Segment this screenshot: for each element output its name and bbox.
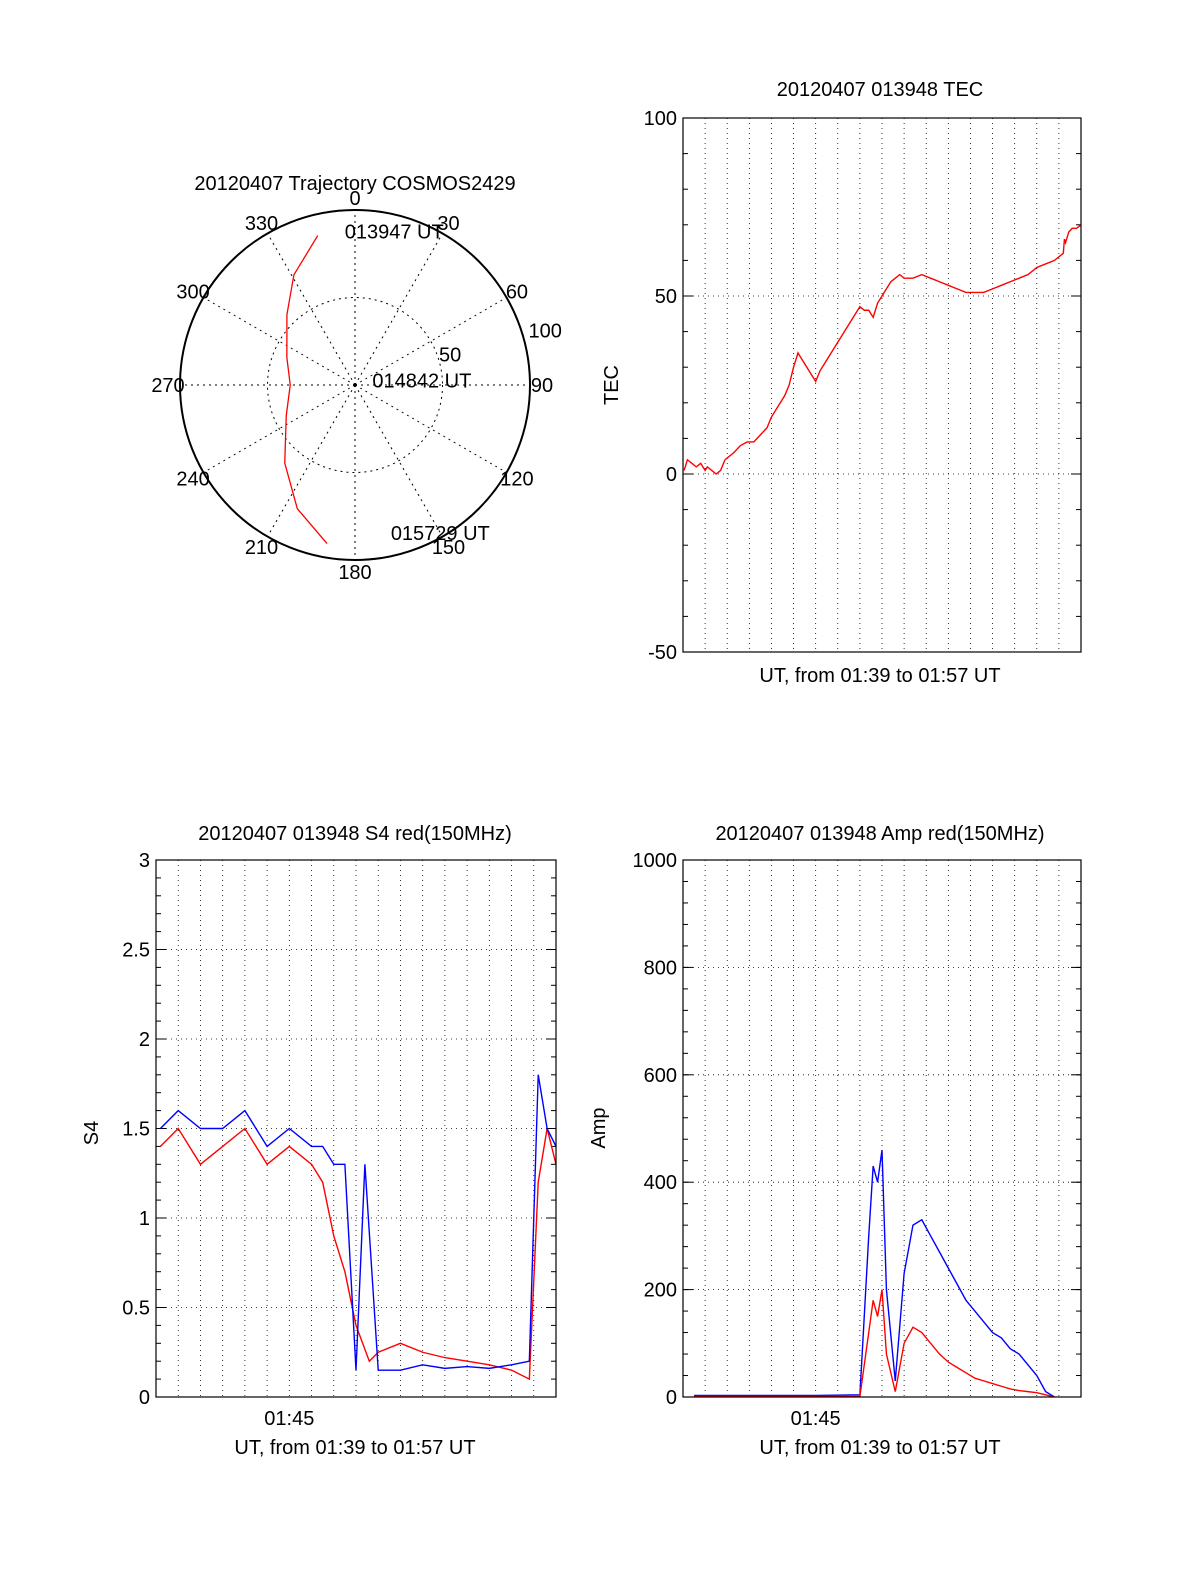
polar-radial-tick-label: 50 (439, 344, 461, 366)
amp-ytick-label: 800 (644, 957, 677, 979)
trajectory-time-label: 014842 UT (372, 370, 471, 392)
amp-ylabel: Amp (588, 1107, 610, 1148)
s4-ytick-label: 0 (139, 1387, 150, 1409)
polar-spoke (267, 384, 356, 537)
polar-inner-circle (267, 297, 443, 473)
trajectory-line (284, 235, 328, 544)
tec-title: 20120407 013948 TEC (777, 79, 983, 101)
polar-azimuth-tick-label: 90 (531, 375, 553, 397)
tec-xlabel: UT, from 01:39 to 01:57 UT (759, 665, 1000, 687)
polar-azimuth-tick-label: 270 (151, 375, 184, 397)
polar-azimuth-tick-label: 0 (349, 188, 360, 210)
trajectory-polar-chart: 20120407 Trajectory COSMOS2429 0 30 60 90 12… (151, 173, 562, 584)
s4-ytick-label: 1 (139, 1208, 150, 1230)
polar-azimuth-tick-label: 300 (176, 282, 209, 304)
s4-frame (155, 859, 557, 1398)
amp-frame (682, 859, 1082, 1398)
amp-ytick-label: 0 (666, 1387, 677, 1409)
polar-azimuth-tick-label: 30 (437, 213, 459, 235)
tec-ylabel: TEC (601, 365, 623, 405)
amp-ytick-label: 400 (644, 1172, 677, 1194)
amp-ytick-label: 1000 (633, 850, 678, 872)
s4-ytick-label: 0.5 (122, 1298, 150, 1320)
amp-series-line (694, 1289, 1055, 1398)
amp-series-line (694, 1149, 1055, 1398)
amp-ytick-label: 600 (644, 1065, 677, 1087)
polar-spoke (267, 233, 356, 386)
amp-title: 20120407 013948 Amp red(150MHz) (715, 823, 1044, 845)
tec-ytick-label: 50 (655, 286, 677, 308)
trajectory-time-label: 013947 UT (345, 221, 444, 243)
polar-spoke (354, 297, 507, 386)
amp-ytick-label: 200 (644, 1280, 677, 1302)
polar-spoke (354, 384, 443, 537)
tec-line-chart: 20120407 013948 TEC UT, from 01:39 to 01… (601, 79, 1082, 687)
polar-spoke (354, 233, 443, 386)
polar-radial-tick-label: 100 (528, 321, 561, 343)
s4-ytick-label: 1.5 (122, 1119, 150, 1141)
s4-line-chart: 20120407 013948 S4 red(150MHz) UT, from … (81, 823, 557, 1459)
tec-ytick-label: 0 (666, 464, 677, 486)
polar-azimuth-tick-label: 210 (245, 537, 278, 559)
polar-title: 20120407 Trajectory COSMOS2429 (194, 173, 515, 195)
polar-spoke (354, 384, 507, 473)
s4-ytick-label: 3 (139, 850, 150, 872)
polar-azimuth-tick-label: 120 (500, 469, 533, 491)
s4-series-line (159, 1074, 557, 1371)
s4-ylabel: S4 (81, 1121, 103, 1145)
tec-ytick-label: -50 (648, 642, 677, 664)
tec-frame (682, 117, 1082, 653)
s4-series-line (159, 1127, 557, 1381)
tec-ytick-label: 100 (644, 108, 677, 130)
polar-azimuth-tick-label: 240 (176, 469, 209, 491)
polar-azimuth-tick-label: 150 (432, 537, 465, 559)
polar-spoke (203, 384, 356, 473)
amp-line-chart: 20120407 013948 Amp red(150MHz) UT, from… (588, 823, 1082, 1459)
polar-azimuth-tick-label: 180 (338, 562, 371, 584)
amp-xlabel: UT, from 01:39 to 01:57 UT (759, 1437, 1000, 1459)
s4-title: 20120407 013948 S4 red(150MHz) (198, 823, 512, 845)
polar-azimuth-tick-label: 330 (245, 213, 278, 235)
s4-xlabel: UT, from 01:39 to 01:57 UT (234, 1437, 475, 1459)
tec-series-line (683, 224, 1082, 475)
s4-xtick-label: 01:45 (264, 1408, 314, 1430)
trajectory-time-label: 015729 UT (391, 523, 490, 545)
polar-spoke (203, 297, 356, 386)
s4-ytick-label: 2.5 (122, 940, 150, 962)
s4-ytick-label: 2 (139, 1029, 150, 1051)
polar-azimuth-tick-label: 60 (506, 282, 528, 304)
amp-xtick-label: 01:45 (791, 1408, 841, 1430)
